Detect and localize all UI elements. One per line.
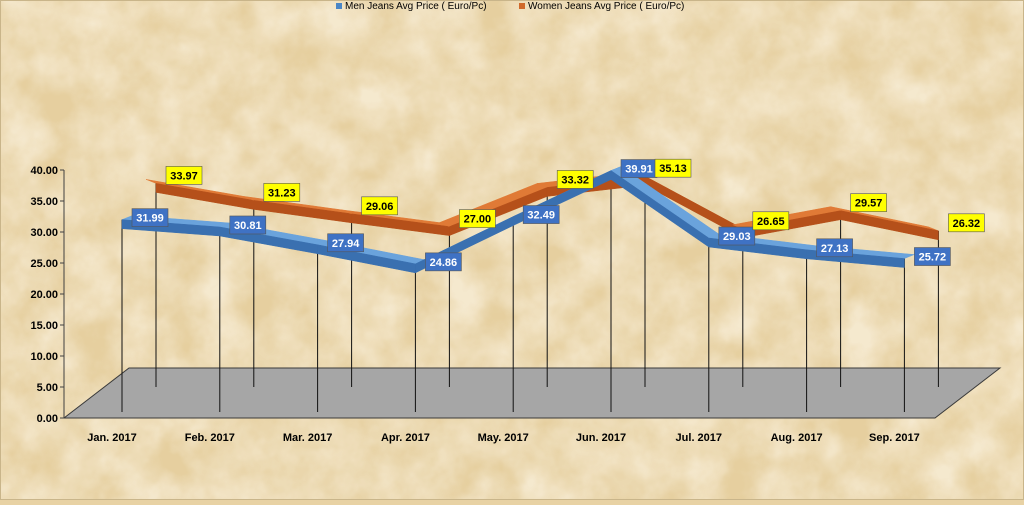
women-data-label: 33.97 [170, 170, 198, 182]
legend-label-men: Men Jeans Avg Price ( Euro/Pc) [345, 1, 487, 12]
x-tick-label: Apr. 2017 [381, 432, 430, 444]
men-label-box [229, 215, 267, 235]
women-label-box [459, 209, 496, 228]
men-label-box [718, 226, 756, 246]
men-label-box [914, 247, 951, 266]
x-tick-label: May. 2017 [478, 432, 529, 444]
women-label-box [556, 170, 594, 189]
men-data-label: 27.13 [821, 243, 849, 255]
women-data-label: 27.00 [464, 214, 492, 226]
x-tick-label: Aug. 2017 [771, 432, 823, 444]
men-label-box [327, 233, 364, 253]
women-data-label: 29.57 [855, 198, 883, 210]
men-data-label: 29.03 [723, 231, 751, 243]
y-tick-label: 10.00 [30, 351, 58, 363]
men-data-label: 27.94 [332, 238, 360, 250]
men-data-label: 24.86 [430, 257, 458, 269]
legend-swatch-women [519, 3, 525, 9]
women-data-label: 26.65 [757, 216, 785, 228]
legend-swatch-men [336, 3, 342, 9]
women-label-box [361, 196, 398, 216]
men-data-label: 31.99 [136, 213, 164, 225]
women-label-box [165, 166, 203, 185]
women-label-box [654, 158, 692, 178]
women-label-box [263, 183, 301, 202]
women-data-label: 29.06 [366, 201, 394, 213]
y-tick-label: 40.00 [30, 165, 58, 177]
men-data-label: 25.72 [919, 252, 947, 264]
men-data-label: 30.81 [234, 220, 262, 232]
y-tick-label: 20.00 [30, 289, 58, 301]
y-tick-label: 15.00 [30, 320, 58, 332]
x-tick-label: Feb. 2017 [185, 432, 235, 444]
x-tick-label: Jan. 2017 [87, 432, 137, 444]
women-data-label: 26.32 [953, 218, 981, 230]
chart-floor [62, 367, 1002, 419]
women-ribbon-front [840, 210, 939, 241]
x-tick-label: Sep. 2017 [869, 432, 920, 444]
y-tick-label: 35.00 [30, 196, 58, 208]
men-data-label: 32.49 [527, 210, 555, 222]
men-label-box [425, 252, 462, 272]
y-tick-label: 30.00 [30, 227, 58, 239]
x-tick-label: Mar. 2017 [283, 432, 333, 444]
y-tick-label: 0.00 [37, 413, 58, 425]
legend-label-women: Women Jeans Avg Price ( Euro/Pc) [528, 1, 684, 12]
women-label-box [948, 213, 985, 233]
women-data-label: 31.23 [268, 187, 296, 199]
men-label-box [816, 238, 853, 258]
x-tick-label: Jun. 2017 [576, 432, 626, 444]
men-data-label: 39.91 [625, 164, 653, 176]
women-data-label: 33.32 [561, 174, 589, 186]
women-data-label: 35.13 [659, 163, 687, 175]
women-label-box [850, 193, 887, 212]
y-tick-label: 25.00 [30, 258, 58, 270]
men-label-box [522, 205, 560, 224]
x-tick-label: Jul. 2017 [676, 432, 722, 444]
women-label-box [752, 211, 790, 231]
y-tick-label: 5.00 [37, 382, 58, 394]
men-label-box [131, 208, 169, 227]
